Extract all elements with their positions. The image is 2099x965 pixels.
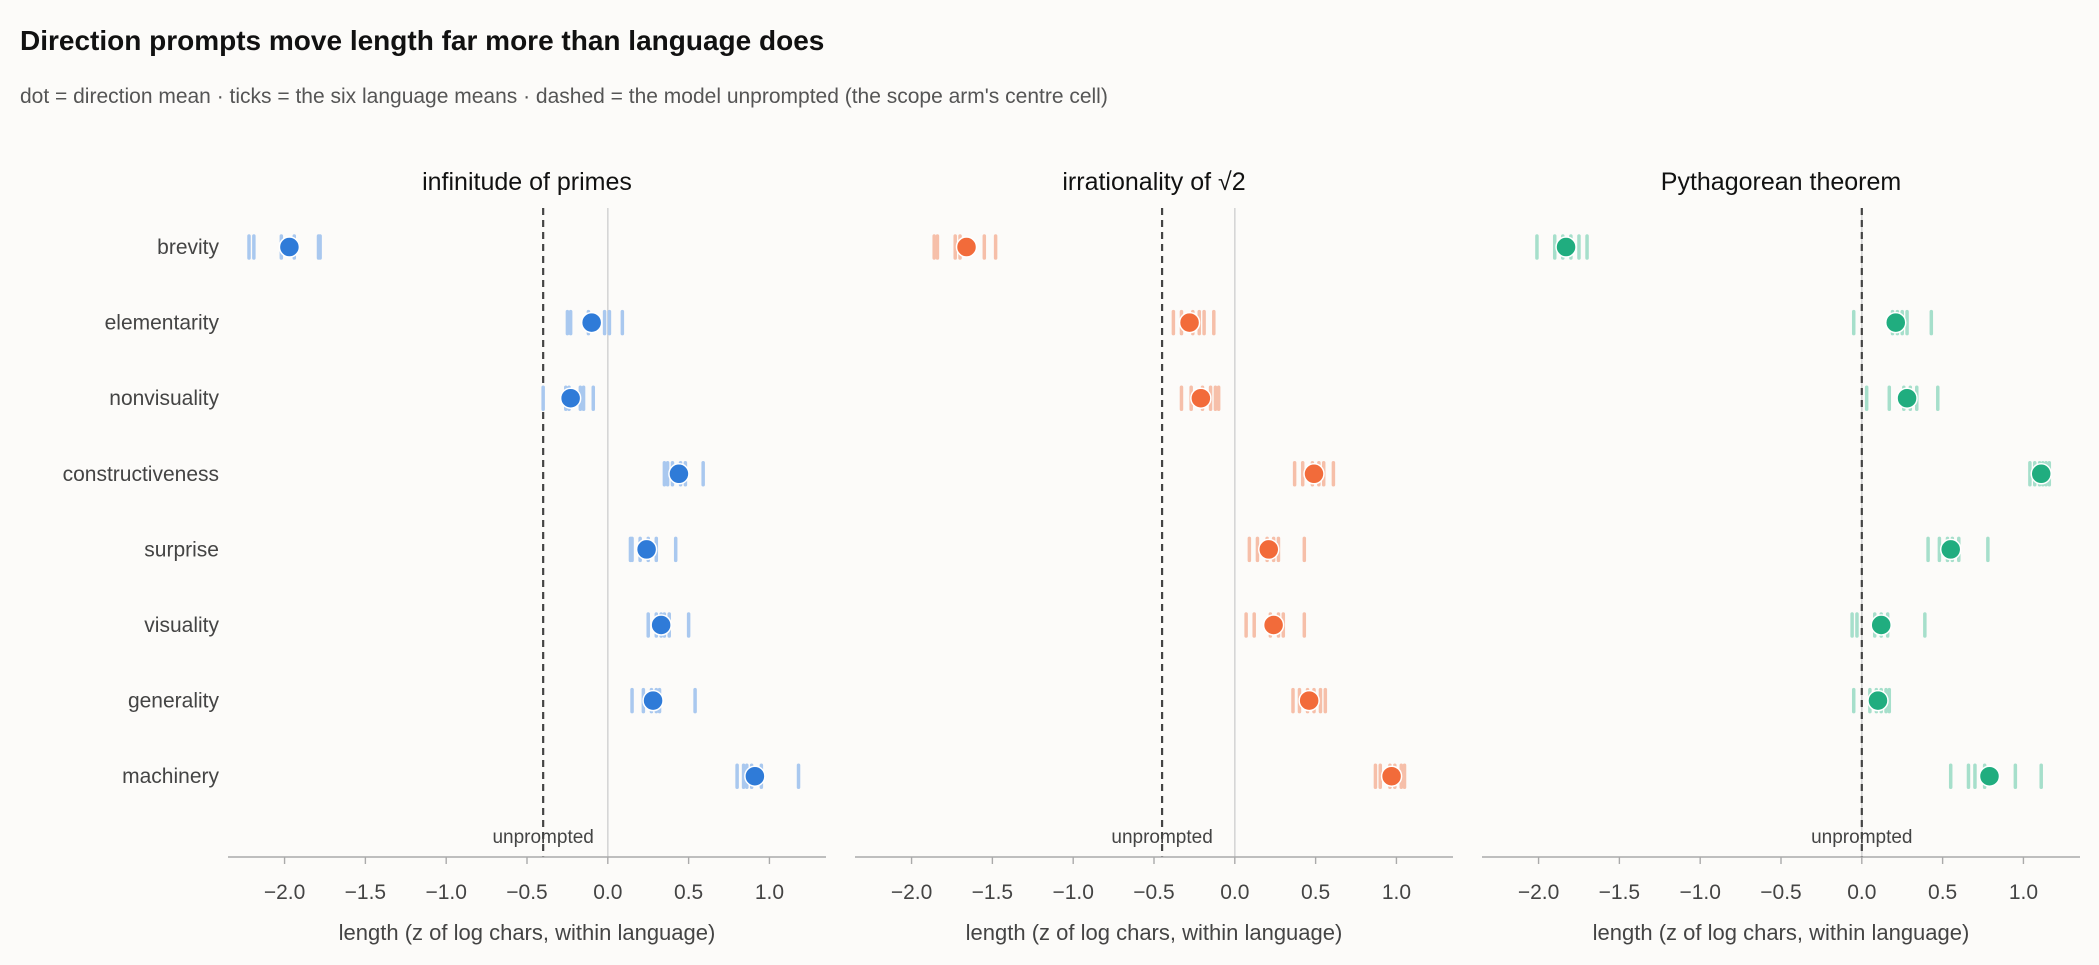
x-tick-label: −2.0 bbox=[264, 881, 305, 904]
direction-dot bbox=[1896, 387, 1918, 409]
category-label-elementarity: elementarity bbox=[105, 312, 220, 335]
x-tick-label: 1.0 bbox=[755, 881, 784, 904]
x-tick-label: −0.5 bbox=[1760, 881, 1801, 904]
direction-dot bbox=[2030, 463, 2052, 485]
direction-dot bbox=[1978, 765, 2001, 787]
direction-dot bbox=[1939, 538, 1962, 561]
x-tick-label: 1.0 bbox=[2009, 881, 2038, 904]
direction-dot bbox=[635, 538, 658, 561]
direction-dot bbox=[1380, 765, 1403, 787]
direction-dot bbox=[1298, 689, 1320, 712]
panel-1: infinitude of primes unprompted −2.0 −1.5 −1… bbox=[228, 168, 826, 945]
direction-dot bbox=[1178, 311, 1201, 334]
direction-dot bbox=[1303, 463, 1325, 485]
x-tick-label: −2.0 bbox=[1518, 881, 1559, 904]
unprompted-label: unprompted bbox=[492, 827, 593, 848]
panels: brevity elementarity nonvisuality construct… bbox=[63, 168, 2080, 945]
direction-dot bbox=[580, 311, 603, 334]
x-tick-label: −2.0 bbox=[891, 881, 932, 904]
x-tick-label: −0.5 bbox=[506, 881, 547, 904]
x-tick-label: −1.5 bbox=[972, 881, 1013, 904]
category-label-constructiveness: constructiveness bbox=[63, 463, 219, 486]
direction-dot bbox=[1262, 614, 1285, 636]
category-label-generality: generality bbox=[128, 690, 220, 713]
panel-title: infinitude of primes bbox=[422, 168, 632, 196]
category-label-visuality: visuality bbox=[144, 614, 219, 637]
direction-dot bbox=[1555, 236, 1577, 258]
category-label-surprise: surprise bbox=[144, 538, 219, 561]
x-tick-label: 0.0 bbox=[1220, 881, 1249, 904]
x-tick-label: −1.5 bbox=[1599, 881, 1640, 904]
chart-title: Direction prompts move length far more t… bbox=[20, 25, 824, 56]
category-label-brevity: brevity bbox=[157, 236, 219, 259]
x-tick-label: −1.5 bbox=[345, 881, 386, 904]
x-tick-label: 0.0 bbox=[1847, 881, 1876, 904]
x-tick-label: 0.5 bbox=[674, 881, 703, 904]
direction-dot bbox=[559, 387, 582, 409]
direction-dot bbox=[1867, 689, 1889, 712]
direction-dot bbox=[744, 765, 766, 787]
direction-dot bbox=[1258, 538, 1280, 561]
x-tick-label: 0.5 bbox=[1928, 881, 1957, 904]
direction-dot bbox=[1885, 311, 1907, 334]
category-label-nonvisuality: nonvisuality bbox=[109, 387, 219, 410]
category-label-machinery: machinery bbox=[122, 765, 219, 788]
unprompted-label: unprompted bbox=[1811, 827, 1912, 848]
x-tick-label: −1.0 bbox=[1679, 881, 1720, 904]
x-tick-label: 0.5 bbox=[1301, 881, 1330, 904]
direction-dot bbox=[1190, 387, 1212, 409]
direction-dot bbox=[955, 236, 978, 258]
x-axis-label: length (z of log chars, within language) bbox=[966, 920, 1343, 945]
x-tick-label: −1.0 bbox=[425, 881, 466, 904]
unprompted-label: unprompted bbox=[1111, 827, 1212, 848]
x-tick-label: 1.0 bbox=[1382, 881, 1411, 904]
direction-dot bbox=[642, 689, 664, 712]
panel-title: Pythagorean theorem bbox=[1661, 168, 1901, 196]
x-tick-label: 0.0 bbox=[593, 881, 622, 904]
x-axis-label: length (z of log chars, within language) bbox=[339, 920, 716, 945]
direction-dot bbox=[668, 463, 690, 485]
x-tick-label: −1.0 bbox=[1052, 881, 1093, 904]
direction-dot bbox=[1870, 614, 1892, 636]
x-tick-label: −0.5 bbox=[1133, 881, 1174, 904]
panel-3: Pythagorean theorem unprompted −2.0 −1.5 −1.… bbox=[1482, 168, 2080, 945]
panel-title: irrationality of √2 bbox=[1062, 168, 1245, 196]
chart-subtitle: dot = direction mean · ticks = the six l… bbox=[20, 85, 1108, 108]
panel-2: irrationality of √2 unprompted −2.0 −1.5 −1.… bbox=[855, 168, 1453, 945]
direction-dot bbox=[278, 236, 301, 258]
direction-dot bbox=[650, 614, 672, 636]
x-axis-label: length (z of log chars, within language) bbox=[1593, 920, 1970, 945]
